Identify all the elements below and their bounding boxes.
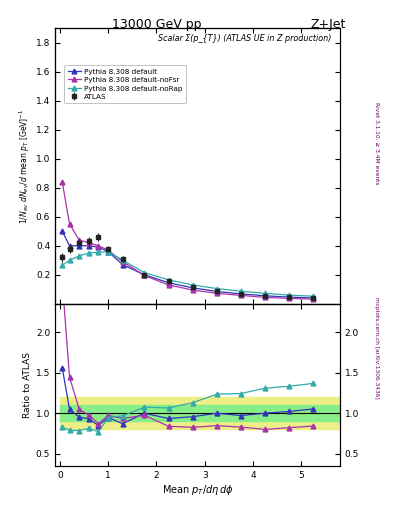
Pythia 8.308 default-noFsr [106,247,110,253]
Pythia 8.308 default [166,280,171,286]
Text: Scalar Σ(p_{T}) (ATLAS UE in Z production): Scalar Σ(p_{T}) (ATLAS UE in Z productio… [158,34,331,42]
Pythia 8.308 default-noFsr [86,240,91,246]
Text: mcplots.cern.ch [arXiv:1306.3436]: mcplots.cern.ch [arXiv:1306.3436] [374,297,379,399]
Pythia 8.308 default [239,291,243,297]
Pythia 8.308 default-noRap [215,286,219,292]
Pythia 8.308 default-noRap [106,248,110,254]
Pythia 8.308 default-noRap [142,269,147,275]
Pythia 8.308 default-noRap [166,277,171,283]
Pythia 8.308 default-noFsr [60,179,64,185]
Pythia 8.308 default-noFsr [287,295,292,302]
Pythia 8.308 default-noFsr [311,296,316,302]
Pythia 8.308 default [311,295,316,301]
Pythia 8.308 default [77,243,81,249]
Text: 13000 GeV pp: 13000 GeV pp [112,18,202,31]
Pythia 8.308 default [60,228,64,234]
Text: Z+Jet: Z+Jet [310,18,346,31]
Pythia 8.308 default-noRap [311,293,316,300]
Legend: Pythia 8.308 default, Pythia 8.308 default-noFsr, Pythia 8.308 default-noRap, AT: Pythia 8.308 default, Pythia 8.308 defau… [64,65,186,103]
Line: Pythia 8.308 default-noRap: Pythia 8.308 default-noRap [60,249,316,298]
Pythia 8.308 default-noRap [60,262,64,268]
Pythia 8.308 default [215,288,219,294]
Pythia 8.308 default-noFsr [166,282,171,288]
X-axis label: Mean $p_T/d\eta\,d\phi$: Mean $p_T/d\eta\,d\phi$ [162,482,233,497]
Pythia 8.308 default [120,262,125,268]
Pythia 8.308 default [96,244,101,250]
Pythia 8.308 default-noRap [190,282,195,288]
Y-axis label: Ratio to ATLAS: Ratio to ATLAS [23,352,31,418]
Pythia 8.308 default-noFsr [239,292,243,298]
Y-axis label: $1/N_{ev}$ $dN_{ev}/d$ mean $p_T$ [GeV]$^{-1}$: $1/N_{ev}$ $dN_{ev}/d$ mean $p_T$ [GeV]$… [17,109,31,224]
Pythia 8.308 default [263,293,268,299]
Pythia 8.308 default-noFsr [215,290,219,296]
Pythia 8.308 default-noFsr [142,272,147,279]
Pythia 8.308 default-noFsr [77,237,81,243]
Pythia 8.308 default-noFsr [263,294,268,301]
Pythia 8.308 default [190,285,195,291]
Pythia 8.308 default [287,294,292,300]
Pythia 8.308 default-noRap [239,288,243,294]
Pythia 8.308 default-noFsr [96,243,101,249]
Pythia 8.308 default [142,272,147,278]
Line: Pythia 8.308 default: Pythia 8.308 default [60,229,316,301]
Pythia 8.308 default [67,243,72,249]
Line: Pythia 8.308 default-noFsr: Pythia 8.308 default-noFsr [60,180,316,302]
Pythia 8.308 default-noFsr [67,221,72,227]
Pythia 8.308 default-noRap [67,257,72,263]
Pythia 8.308 default-noFsr [190,287,195,293]
Pythia 8.308 default-noRap [287,292,292,298]
Pythia 8.308 default-noFsr [120,259,125,265]
Pythia 8.308 default-noRap [86,250,91,256]
Pythia 8.308 default-noRap [120,257,125,263]
Text: Rivet 3.1.10, ≥ 3.4M events: Rivet 3.1.10, ≥ 3.4M events [374,102,379,185]
Pythia 8.308 default [86,243,91,249]
Pythia 8.308 default-noRap [263,290,268,296]
Pythia 8.308 default-noRap [77,253,81,259]
Pythia 8.308 default [106,248,110,254]
Pythia 8.308 default-noRap [96,249,101,255]
